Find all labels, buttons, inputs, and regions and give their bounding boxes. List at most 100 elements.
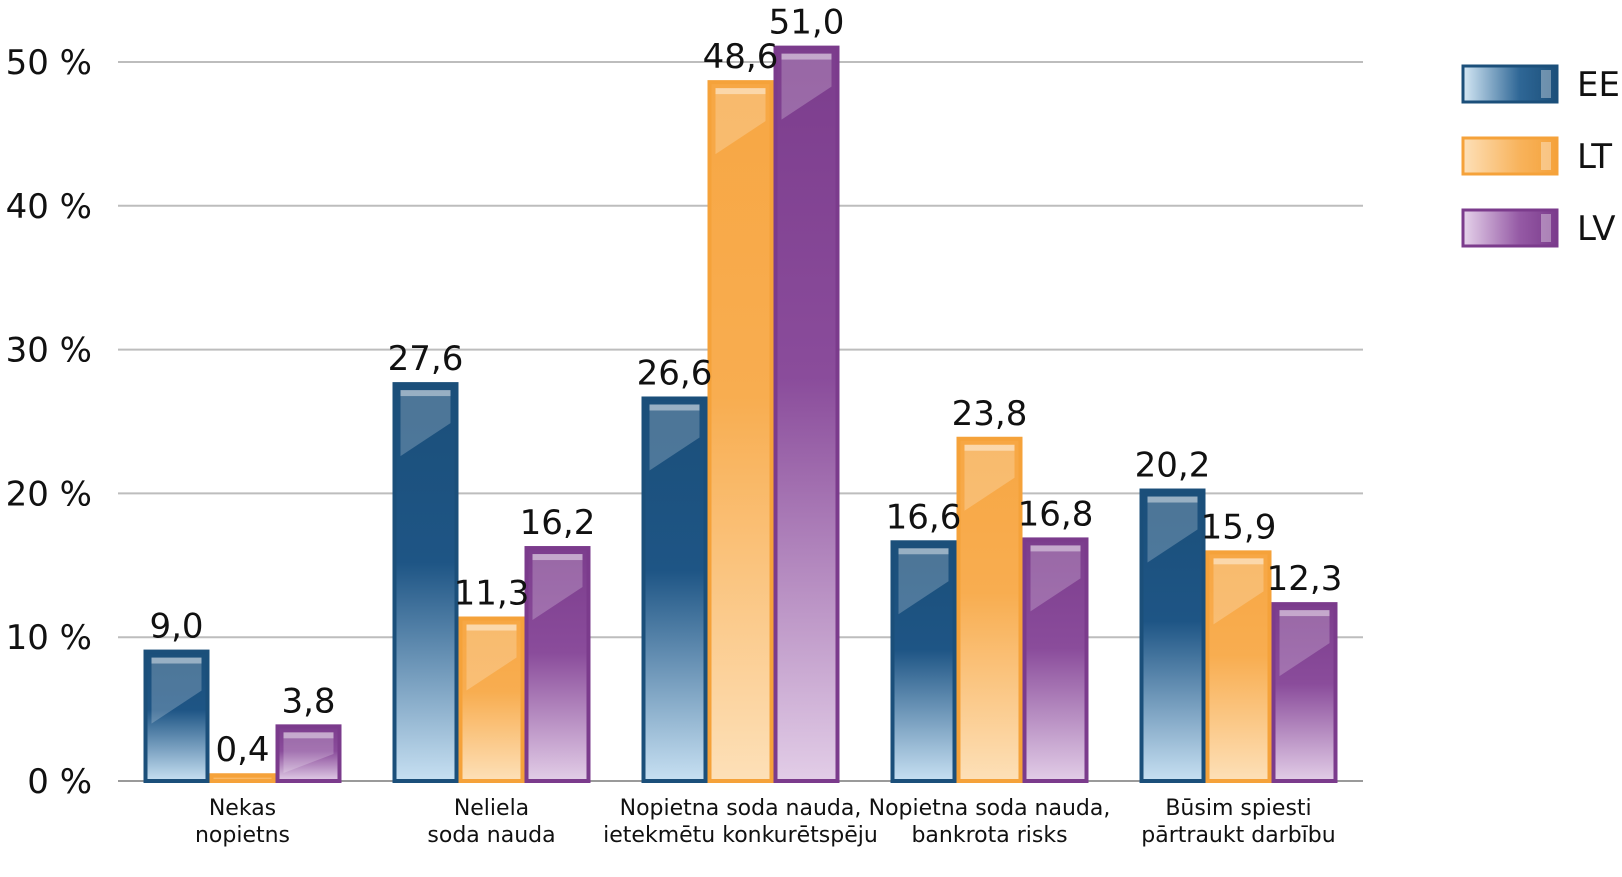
bar-ee (143, 649, 210, 784)
x-tick-label-line: Būsim spiesti (1165, 796, 1311, 821)
bar-shine (1030, 545, 1081, 552)
x-tick-label: Nopietna soda nauda, ietekmētu konkurētsp… (603, 796, 878, 848)
data-label: 12,3 (1267, 559, 1343, 599)
bar-gloss (964, 450, 1015, 511)
legend-label: EE (1577, 65, 1620, 105)
bar-gloss (532, 560, 583, 621)
x-tick-label: Nopietna soda nauda, bankrota risks (869, 796, 1111, 848)
x-tick-label-line: Nopietna soda nauda, (869, 796, 1111, 821)
bar-lv (524, 546, 591, 783)
legend-swatch-shine (1541, 214, 1551, 242)
legend-item-ee: EE (1461, 64, 1620, 105)
bar-ee (1139, 488, 1206, 783)
bar-body (209, 773, 276, 783)
bar-shine (1279, 610, 1330, 617)
bar-shine (466, 624, 517, 631)
y-tick-label: 50 % (6, 43, 92, 83)
bar-body (707, 80, 774, 783)
data-labels: 9,0 0,4 3,8 27,6 11,3 16,2 26,6 48,651,0 16,6 23,… (149, 3, 1342, 771)
bar-lt (956, 436, 1023, 783)
y-axis: 0 % 10 % 20 % 30 % 40 % 50 % (6, 43, 92, 802)
bar-lv (1271, 602, 1338, 783)
bar-shine (715, 88, 766, 95)
bar-gloss (400, 396, 451, 457)
bar-gloss (715, 94, 766, 155)
y-tick-label: 20 % (6, 474, 92, 514)
x-tick-label: Būsim spiesti pārtraukt darbību (1141, 796, 1335, 848)
bar-lt (458, 616, 525, 783)
bars (143, 45, 1338, 784)
legend: EE LT LV (1461, 64, 1620, 249)
x-tick-label-line: ietekmētu konkurētspēju (603, 823, 878, 848)
bar-body (143, 649, 210, 784)
bar-shine (151, 657, 202, 664)
legend-item-lt: LT (1461, 136, 1612, 177)
bar-shine (532, 554, 583, 561)
bar-lv (773, 45, 840, 784)
bar-body (524, 546, 591, 783)
x-tick-label-line: bankrota risks (911, 823, 1067, 848)
data-label: 23,8 (952, 394, 1028, 434)
y-tick-label: 30 % (6, 331, 92, 371)
bar-lv (1022, 537, 1089, 784)
bar-gloss (1213, 564, 1264, 625)
bar-gloss (898, 554, 949, 615)
bar-ee (890, 540, 957, 783)
bar-lv (275, 724, 342, 784)
bar-shine (400, 390, 451, 397)
bar-body (1271, 602, 1338, 783)
x-tick-label: Nekas nopietns (195, 796, 290, 848)
x-tick-label-line: Nopietna soda nauda, (620, 796, 862, 821)
bar-body (1139, 488, 1206, 783)
data-label: 3,8 (281, 681, 335, 721)
bar-gloss (151, 663, 202, 724)
bar-body (641, 396, 708, 783)
bar-body (956, 436, 1023, 783)
bar-gloss (283, 738, 334, 773)
data-label: 11,3 (454, 574, 530, 614)
data-label: 16,8 (1018, 494, 1094, 534)
legend-swatch (1461, 136, 1559, 176)
x-axis: Nekas nopietns Neliela soda nauda Nopietna s… (195, 796, 1336, 848)
bar-body (773, 45, 840, 784)
bar-gloss (649, 410, 700, 471)
bar-body (1205, 550, 1272, 783)
bar-body (458, 616, 525, 783)
bar-gloss (1279, 616, 1330, 677)
bar-gloss (1030, 551, 1081, 612)
x-tick-label: Neliela soda nauda (427, 796, 555, 848)
legend-swatch (1461, 64, 1559, 104)
bar-body (890, 540, 957, 783)
bar-lt (209, 773, 276, 783)
bar-shine (1213, 558, 1264, 565)
data-label: 27,6 (388, 339, 464, 379)
bar-shine (649, 404, 700, 411)
y-tick-label: 0 % (27, 762, 92, 802)
legend-label: LT (1577, 137, 1612, 177)
data-label: 16,2 (520, 503, 596, 543)
bar-ee (392, 382, 459, 783)
data-label: 15,9 (1201, 507, 1277, 547)
y-tick-label: 40 % (6, 187, 92, 227)
x-tick-label-line: Neliela (454, 796, 529, 821)
bar-gloss (466, 630, 517, 691)
bar-lt (1205, 550, 1272, 783)
bar-shine (964, 444, 1015, 451)
legend-swatch-shine (1541, 142, 1551, 170)
data-label: 16,6 (886, 497, 962, 537)
data-label: 0,4 (215, 730, 269, 770)
data-label: 51,0 (769, 3, 845, 43)
y-tick-label: 10 % (6, 618, 92, 658)
bar-body (392, 382, 459, 783)
bar-shine (1147, 496, 1198, 503)
legend-item-lv: LV (1461, 208, 1615, 249)
bar-lt (707, 80, 774, 783)
data-label: 48,6 (703, 37, 779, 77)
bar-shine (283, 732, 334, 739)
bar-gloss (781, 59, 832, 120)
bar-gloss (1147, 502, 1198, 563)
bar-shine (898, 548, 949, 555)
x-tick-label-line: soda nauda (427, 823, 555, 848)
bar-shine (781, 53, 832, 60)
